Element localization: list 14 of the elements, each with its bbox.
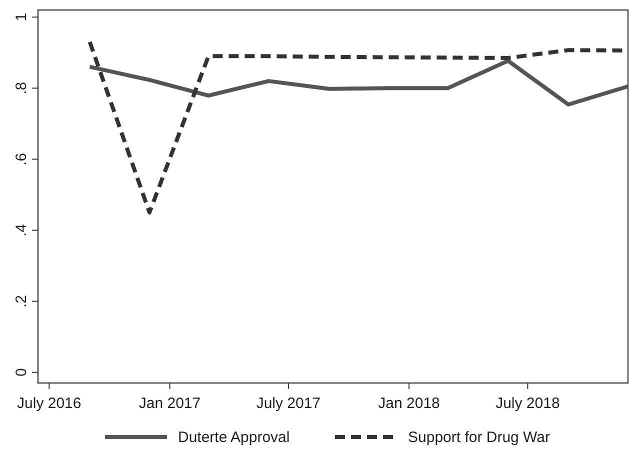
y-tick-label: 0	[13, 368, 30, 377]
y-tick-label: .4	[13, 224, 30, 237]
x-tick-label: Jan 2017	[138, 395, 201, 412]
x-tick-label: July 2017	[256, 395, 321, 412]
legend-label: Duterte Approval	[178, 429, 290, 446]
x-tick-label: July 2016	[17, 395, 82, 412]
x-tick-label: July 2018	[496, 395, 560, 412]
y-tick-label: .6	[13, 152, 30, 166]
y-tick-label: 1	[13, 12, 30, 22]
legend-label: Support for Drug War	[408, 429, 550, 446]
y-tick-label: .2	[13, 295, 30, 308]
line-series	[88, 58, 629, 106]
y-tick-label: .8	[13, 82, 30, 94]
x-tick-label: Jan 2018	[378, 395, 440, 412]
